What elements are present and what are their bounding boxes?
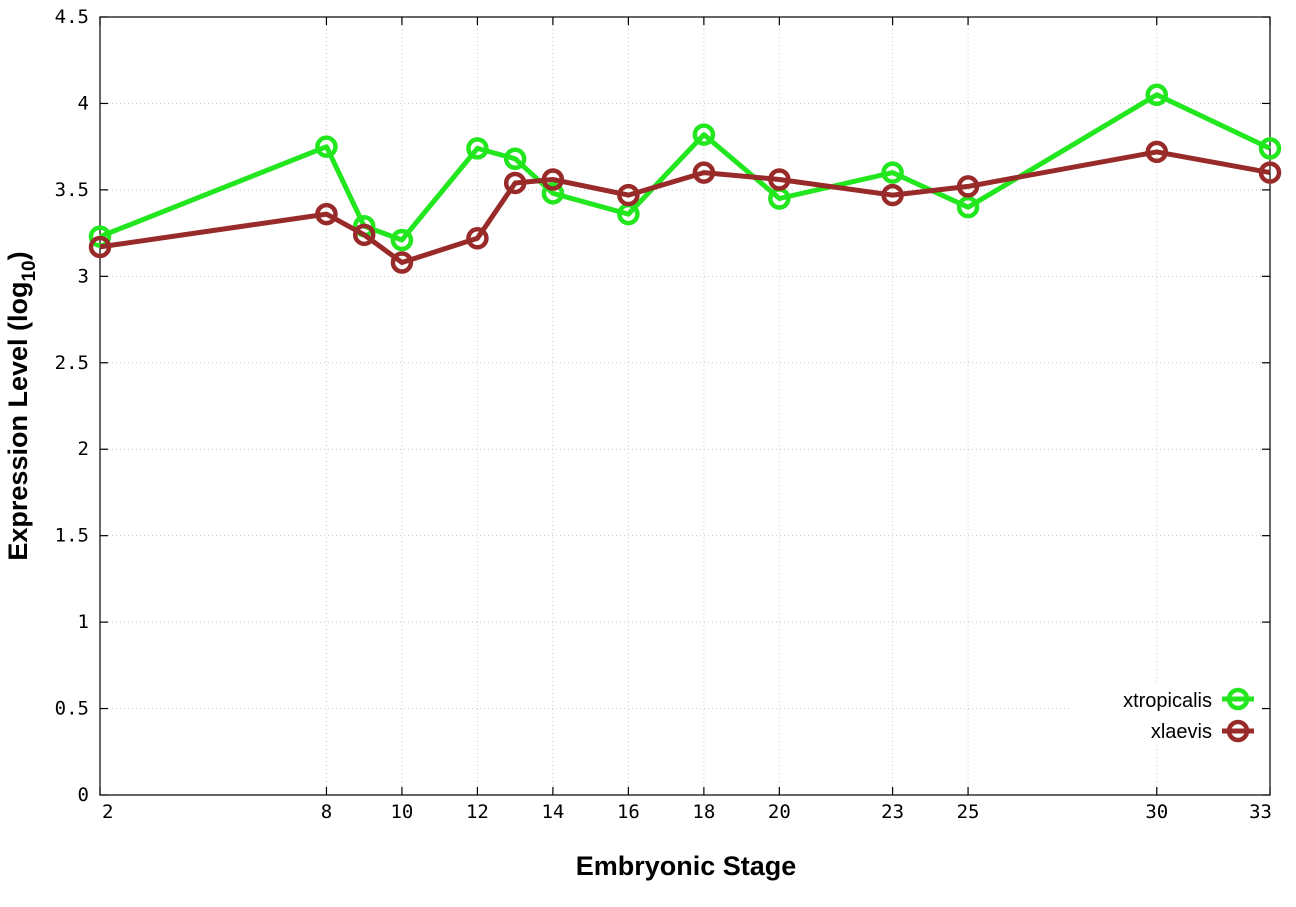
data-point-xlaevis — [1145, 140, 1169, 164]
x-tick-label: 16 — [617, 801, 640, 823]
data-point-xlaevis — [541, 168, 565, 191]
data-point-xlaevis — [881, 183, 904, 207]
data-point-xlaevis — [315, 202, 338, 226]
y-tick-label: 0 — [78, 784, 89, 806]
legend-label-xtropicalis: xtropicalis — [1123, 690, 1212, 712]
data-point-xlaevis — [503, 171, 527, 195]
y-tick-label: 3 — [78, 265, 89, 287]
y-axis-title-subscript: 10 — [19, 260, 40, 281]
x-tick-label: 25 — [957, 801, 980, 823]
data-point-xlaevis — [692, 161, 716, 184]
x-axis-title: Embryonic Stage — [576, 851, 797, 881]
x-tick-label: 30 — [1145, 801, 1168, 823]
data-point-xlaevis — [88, 235, 112, 259]
y-axis-title-close: ) — [3, 251, 33, 260]
y-axis-title-main: Expression Level (log — [3, 282, 33, 561]
y-tick-label: 0.5 — [55, 698, 89, 720]
data-point-xlaevis — [466, 227, 489, 250]
legend-entry-xtropicalis: xtropicalis — [1123, 687, 1254, 712]
legend-label-xlaevis: xlaevis — [1151, 721, 1212, 743]
x-tick-label: 14 — [541, 801, 564, 823]
data-point-xlaevis — [768, 168, 791, 191]
legend-entry-xlaevis: xlaevis — [1151, 719, 1254, 743]
plot-frame — [99, 16, 1271, 796]
axis-ticks: 0 0.5 1 1.5 2 2.5 3 3.5 4 4.5 2 8 10 12 14 16 18 20 23 25 30… — [55, 6, 1272, 823]
data-point-xtropicalis — [1145, 83, 1169, 107]
data-point-xlaevis — [1258, 161, 1282, 184]
series-group — [88, 83, 1282, 274]
data-point-xtropicalis — [956, 195, 980, 219]
y-tick-label: 3.5 — [55, 179, 89, 201]
legend: xtropicalis xlaevis — [1072, 683, 1262, 745]
y-tick-label: 1 — [78, 611, 89, 633]
data-point-xtropicalis — [390, 228, 414, 252]
data-point-xlaevis — [352, 223, 376, 247]
y-tick-label: 4 — [78, 92, 89, 114]
grid-lines — [100, 17, 1270, 795]
x-tick-label: 10 — [390, 801, 413, 823]
legend-marker-xlaevis — [1226, 719, 1250, 743]
x-tick-label: 2 — [102, 801, 113, 823]
x-tick-label: 18 — [692, 801, 715, 823]
x-tick-label: 33 — [1249, 801, 1272, 823]
data-point-xtropicalis — [692, 123, 716, 146]
x-tick-label: 20 — [768, 801, 791, 823]
y-axis-title: Expression Level (log10) — [3, 251, 40, 560]
y-tick-label: 2.5 — [55, 352, 89, 374]
data-point-xtropicalis — [881, 161, 904, 184]
data-point-xlaevis — [956, 175, 980, 198]
y-tick-label: 1.5 — [55, 525, 89, 547]
data-point-xlaevis — [617, 183, 640, 207]
x-tick-label: 23 — [881, 801, 904, 823]
data-point-xtropicalis — [541, 182, 565, 205]
data-point-xlaevis — [390, 251, 414, 274]
data-point-xtropicalis — [466, 137, 489, 160]
data-point-xtropicalis — [503, 147, 527, 171]
series-line-xtropicalis — [99, 92, 1272, 243]
data-point-xtropicalis — [1258, 137, 1282, 160]
data-point-xtropicalis — [315, 135, 338, 158]
x-tick-label: 8 — [321, 801, 332, 823]
legend-marker-xtropicalis — [1226, 687, 1250, 711]
y-tick-label: 2 — [78, 438, 89, 460]
x-tick-label: 12 — [466, 801, 489, 823]
y-tick-label: 4.5 — [55, 6, 89, 28]
